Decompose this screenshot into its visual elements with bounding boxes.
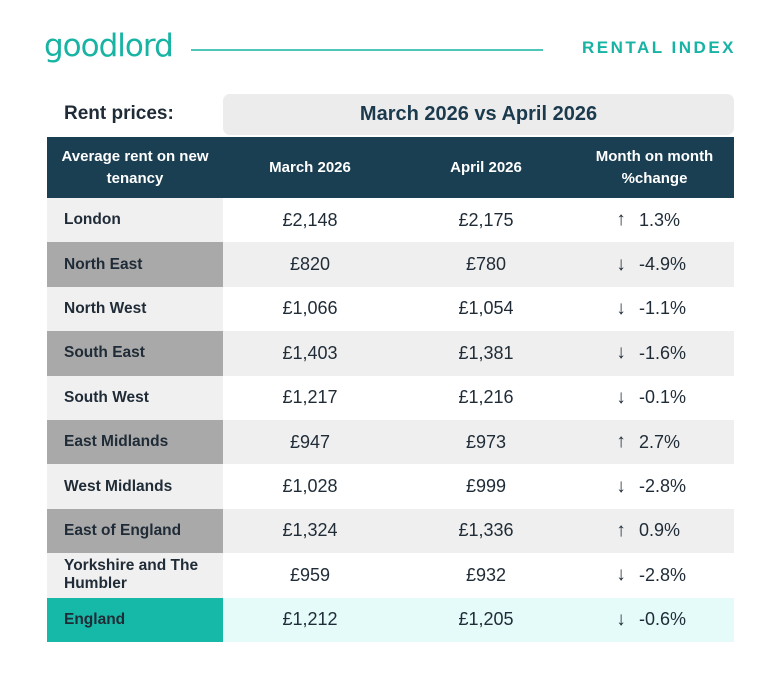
april-rent-cell: £973	[397, 419, 575, 465]
change-cell: ↓ -2.8%	[575, 464, 734, 509]
change-value: -4.9%	[639, 254, 687, 275]
region-cell: East Midlands	[47, 419, 223, 465]
march-rent-cell: £820	[223, 242, 397, 287]
arrow-down-icon: ↓	[616, 564, 626, 586]
april-rent-cell: £932	[397, 553, 575, 598]
march-rent-cell: £1,324	[223, 508, 397, 554]
april-rent-cell: £2,175	[397, 198, 575, 243]
april-rent-cell: £780	[397, 242, 575, 287]
april-rent-cell: £999	[397, 464, 575, 509]
change-cell: ↓ -2.8%	[575, 553, 734, 598]
change-value: -2.8%	[639, 564, 687, 585]
march-rent-cell: £1,028	[223, 464, 397, 509]
table-row: North West £1,066 £1,054 ↓ -1.1%	[47, 286, 734, 332]
arrow-down-icon: ↓	[616, 386, 626, 408]
march-rent-cell: £2,148	[223, 198, 397, 243]
april-rent-cell: £1,054	[397, 286, 575, 332]
rent-table: Average rent on new tenancy March 2026 A…	[47, 137, 734, 642]
change-value: 2.7%	[639, 431, 681, 452]
table-row: South East £1,403 £1,381 ↓ -1.6%	[47, 331, 734, 376]
march-rent-cell: £959	[223, 553, 397, 598]
change-cell: ↑ 1.3%	[575, 198, 734, 243]
march-rent-cell: £1,217	[223, 375, 397, 420]
change-cell: ↓ -1.1%	[575, 286, 734, 332]
region-cell: South West	[47, 375, 223, 420]
change-cell: ↓ -0.6%	[575, 597, 734, 642]
table-row: South West £1,217 £1,216 ↓ -0.1%	[47, 375, 734, 420]
region-cell: West Midlands	[47, 464, 223, 509]
header-march: March 2026	[269, 158, 351, 176]
april-rent-cell: £1,216	[397, 375, 575, 420]
change-value: 1.3%	[639, 209, 681, 230]
table-row: Yorkshire and The Humbler £959 £932 ↓ -2.8%	[47, 553, 734, 598]
change-value: -2.8%	[639, 476, 687, 497]
region-cell: North East	[47, 242, 223, 287]
march-rent-cell: £947	[223, 419, 397, 465]
change-value: -0.1%	[639, 387, 687, 408]
march-rent-cell: £1,403	[223, 331, 397, 376]
header-region: Average rent on new tenancy	[61, 147, 209, 187]
april-rent-cell: £1,381	[397, 331, 575, 376]
april-rent-cell: £1,205	[397, 597, 575, 642]
march-rent-cell: £1,212	[223, 597, 397, 642]
change-value: 0.9%	[639, 520, 681, 541]
rental-index-title: RENTAL INDEX	[581, 38, 736, 57]
region-cell: East of England	[47, 508, 223, 554]
header-april: April 2026	[450, 158, 522, 176]
table-header: Average rent on new tenancy March 2026 A…	[47, 137, 734, 198]
region-cell: North West	[47, 286, 223, 332]
change-cell: ↑ 2.7%	[575, 419, 734, 465]
region-cell: Yorkshire and The Humbler	[47, 553, 223, 598]
april-rent-cell: £1,336	[397, 508, 575, 554]
header-divider	[191, 49, 543, 51]
table-row: West Midlands £1,028 £999 ↓ -2.8%	[47, 464, 734, 509]
region-cell: England	[47, 597, 223, 642]
change-cell: ↓ -0.1%	[575, 375, 734, 420]
march-rent-cell: £1,066	[223, 286, 397, 332]
period-banner: March 2026 vs April 2026	[223, 94, 734, 135]
region-cell: South East	[47, 331, 223, 376]
arrow-up-icon: ↑	[616, 431, 626, 453]
change-value: -1.1%	[639, 298, 687, 319]
table-body: London £2,148 £2,175 ↑ 1.3% North East £820 £78…	[47, 198, 734, 642]
change-cell: ↓ -1.6%	[575, 331, 734, 376]
arrow-up-icon: ↑	[616, 209, 626, 231]
change-value: -1.6%	[639, 342, 687, 363]
header-change: Month on month %change	[595, 147, 714, 187]
arrow-up-icon: ↑	[616, 519, 626, 541]
arrow-down-icon: ↓	[616, 297, 626, 319]
arrow-down-icon: ↓	[616, 253, 626, 275]
rent-prices-label: Rent prices:	[64, 103, 174, 124]
table-row: London £2,148 £2,175 ↑ 1.3%	[47, 198, 734, 243]
goodlord-logo: goodlord	[44, 28, 174, 64]
table-row: North East £820 £780 ↓ -4.9%	[47, 242, 734, 287]
table-row: East of England £1,324 £1,336 ↑ 0.9%	[47, 508, 734, 554]
table-row-total: England £1,212 £1,205 ↓ -0.6%	[47, 597, 734, 642]
change-value: -0.6%	[639, 609, 687, 630]
arrow-down-icon: ↓	[616, 342, 626, 364]
change-cell: ↑ 0.9%	[575, 508, 734, 554]
arrow-down-icon: ↓	[616, 608, 626, 630]
change-cell: ↓ -4.9%	[575, 242, 734, 287]
region-cell: London	[47, 198, 223, 243]
arrow-down-icon: ↓	[616, 475, 626, 497]
table-row: East Midlands £947 £973 ↑ 2.7%	[47, 419, 734, 465]
